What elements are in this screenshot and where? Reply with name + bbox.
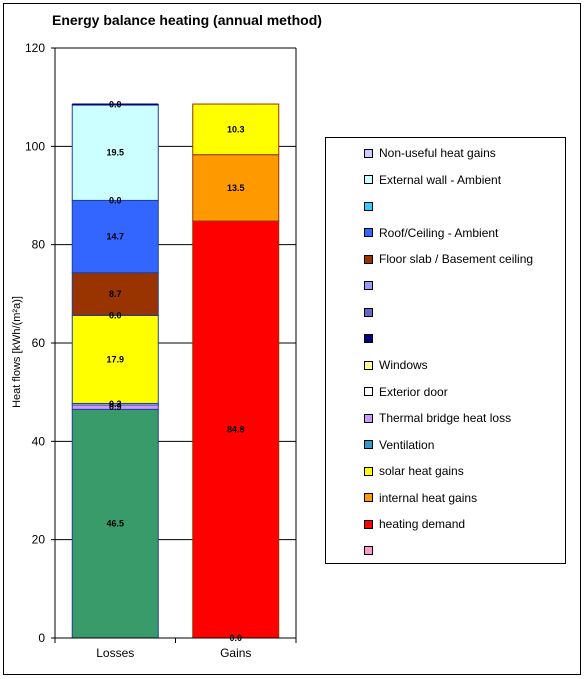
legend-swatch (364, 413, 373, 423)
data-label: 0.0 (109, 310, 122, 320)
y-tick-label: 80 (32, 238, 46, 252)
bar-segment (71, 314, 159, 404)
bar-segment (192, 103, 280, 156)
legend-item: internal heat gains (364, 491, 477, 505)
legend-item: heating demand (364, 517, 465, 531)
bar-segment (192, 154, 280, 222)
data-label: 10.3 (227, 124, 245, 134)
legend-item: Exterior door (364, 385, 448, 399)
y-tick-label: 60 (32, 336, 46, 350)
legend-label: External wall - Ambient (379, 172, 502, 187)
legend-item (364, 279, 379, 293)
y-tick-label: 120 (25, 41, 45, 55)
x-tick-label: Gains (220, 646, 251, 660)
legend-label: Ventilation (379, 437, 435, 452)
legend-item (364, 199, 379, 213)
data-label: 17.9 (106, 354, 124, 364)
data-label: 13.5 (227, 183, 245, 193)
y-tick-label: 0 (38, 631, 45, 645)
legend-label: Non-useful heat gains (379, 146, 496, 160)
bar-segment (71, 408, 159, 639)
data-label: 0.9 (109, 402, 122, 412)
legend-item: Floor slab / Basement ceiling (364, 252, 533, 266)
legend-label: Windows (379, 358, 428, 372)
bar-segment (71, 272, 159, 316)
legend-swatch (364, 519, 373, 529)
legend-item: Roof/Ceiling - Ambient (364, 226, 498, 240)
legend-item (364, 305, 379, 319)
legend-swatch (364, 387, 373, 396)
legend-item: Non-useful heat gains (364, 146, 496, 160)
data-label: 8.7 (109, 289, 122, 299)
legend-swatch (364, 493, 373, 502)
data-label: 14.7 (106, 232, 124, 242)
legend-item: Ventilation (364, 438, 434, 452)
legend-swatch (364, 148, 373, 158)
legend-label: Exterior door (379, 384, 448, 399)
data-label: 19.5 (106, 147, 124, 157)
legend-label: solar heat gains (379, 464, 464, 478)
legend-label: Floor slab / Basement ceiling (379, 252, 534, 266)
data-label: 46.5 (106, 519, 124, 529)
legend-swatch (364, 334, 373, 343)
x-tick-label: Losses (96, 646, 134, 660)
legend-item: solar heat gains (364, 464, 464, 478)
y-tick-label: 100 (25, 139, 45, 153)
y-tick-label: 40 (32, 434, 46, 448)
legend-swatch (364, 360, 373, 370)
data-label: 0.3 (109, 399, 122, 409)
y-tick-label: 20 (32, 533, 46, 547)
legend-item (364, 544, 379, 558)
legend-label: internal heat gains (379, 490, 478, 505)
legend-swatch (364, 466, 373, 476)
data-label: 84.8 (227, 425, 245, 435)
chart-legend: Non-useful heat gains External wall - Amb… (325, 137, 566, 564)
legend-swatch (364, 228, 373, 237)
legend-swatch (364, 440, 373, 449)
legend-swatch (364, 201, 373, 211)
legend-item (364, 332, 379, 346)
bar-segment (192, 220, 280, 639)
legend-item: Thermal bridge heat loss (364, 411, 511, 425)
legend-label: Roof/Ceiling - Ambient (379, 225, 499, 240)
legend-label: Thermal bridge heat loss (379, 411, 512, 425)
legend-swatch (364, 175, 373, 184)
legend-swatch (364, 254, 373, 264)
legend-swatch (364, 546, 373, 555)
legend-swatch (364, 307, 373, 317)
bar-segment (71, 199, 159, 274)
legend-item: External wall - Ambient (364, 173, 501, 187)
data-label: 0.0 (109, 100, 122, 110)
chart-title: Energy balance heating (annual method) (52, 12, 322, 28)
legend-label: heating demand (379, 517, 466, 531)
legend-item: Windows (364, 358, 428, 372)
legend-swatch (364, 281, 373, 290)
data-label: 0.0 (109, 195, 122, 205)
bar-segment (71, 104, 159, 201)
